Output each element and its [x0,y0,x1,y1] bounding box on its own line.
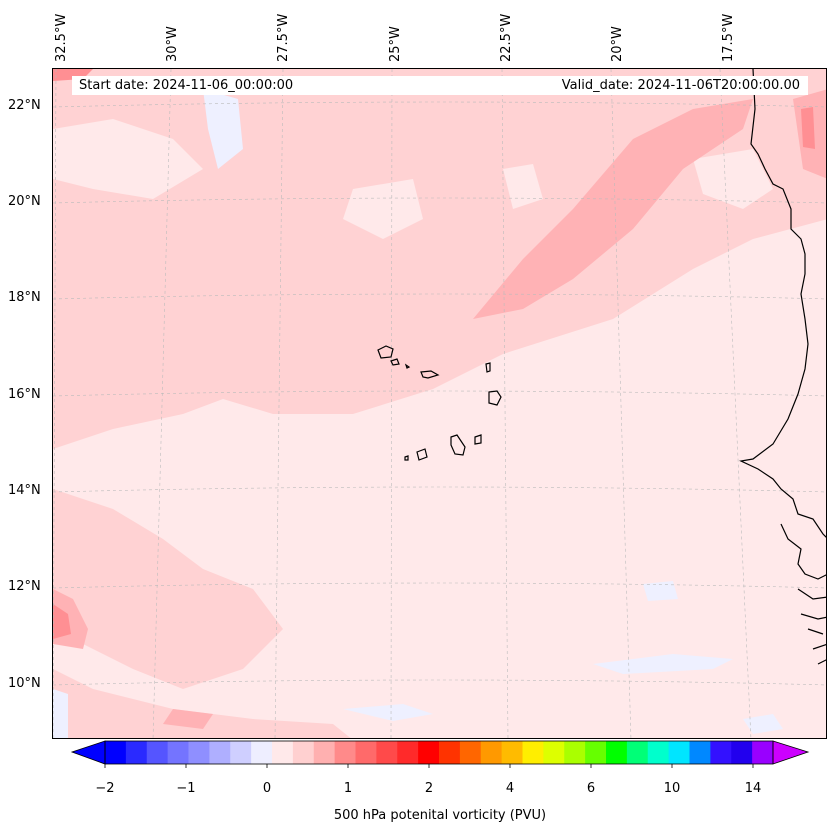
lat-label-22n: 22°N [8,98,41,113]
colorbar-arrow-outline-right [772,740,810,765]
colorbar-cell [251,741,273,764]
colorbar-cell [459,741,482,764]
colorbar-cell [731,741,753,764]
colorbar-under-arrow [72,741,105,764]
colorbar-cell [710,741,732,764]
colorbar-cell [188,741,210,764]
colorbar-tick-label: 14 [744,781,762,796]
cape-verde-islands [377,345,502,461]
colorbar-cell [501,741,524,764]
colorbar-cell [105,741,127,764]
lon-label-17-5w: 17.5°W [721,13,736,62]
lat-label-12n: 12°N [8,579,41,594]
lat-label-20n: 20°N [8,194,41,209]
colorbar [70,740,810,768]
colorbar-tick-label: −2 [95,781,115,796]
colorbar-cell [146,741,169,764]
colorbar-cell [397,741,419,764]
valid-date-label: Valid_date: 2024-11-06T20:00:00.00 [561,78,800,93]
colorbar-tick-label: 10 [663,781,681,796]
colorbar-cell [230,741,252,764]
africa-coastline [739,69,826,538]
colorbar-cell [480,741,503,764]
pv-near-zero-gaps [53,119,773,239]
colorbar-cell [689,741,711,764]
start-date-label: Start date: 2024-11-06_00:00:00 [79,78,294,93]
colorbar-arrow-outline [70,740,106,765]
colorbar-tick-label: 0 [262,781,272,796]
colorbar-cell [543,741,565,764]
colorbar-cell [564,741,586,764]
colorbar-tick-label: 6 [586,781,596,796]
lat-label-14n: 14°N [8,483,41,498]
colorbar-cell [209,741,231,764]
colorbar-cell [272,741,294,764]
pv-negative-areas [53,89,783,738]
colorbar-cell [585,741,607,764]
map-panel[interactable] [52,68,827,739]
colorbar-tick-label: 1 [343,781,353,796]
lat-label-18n: 18°N [8,290,41,305]
colorbar-cell [668,741,691,764]
lat-label-10n: 10°N [8,676,41,691]
colorbar-cell [292,741,315,764]
colorbar-cell [167,741,190,764]
colorbar-cell [626,741,649,764]
colorbar-cell [355,741,377,764]
africa-coast-lower [780,523,826,665]
colorbar-cell [334,741,357,764]
lon-label-30w: 30°W [165,26,180,62]
graticule [53,69,826,738]
lon-label-20w: 20°W [610,26,625,62]
colorbar-cell [606,741,628,764]
colorbar-cell [313,741,336,764]
colorbar-tick-label: 4 [505,781,515,796]
colorbar-cell [522,741,544,764]
colorbar-cell [376,741,398,764]
lon-label-22-5w: 22.5°W [499,13,514,62]
colorbar-over-arrow [773,741,808,764]
run-info-bar: Start date: 2024-11-06_00:00:00 Valid_da… [72,76,808,95]
colorbar-tick-label: 2 [424,781,434,796]
lon-label-27-5w: 27.5°W [276,13,291,62]
colorbar-cell [418,741,440,764]
colorbar-cell [647,741,670,764]
lon-label-32-5w: 32.5°W [54,13,69,62]
colorbar-cell [439,741,461,764]
colorbar-title: 500 hPa potenital vorticity (PVU) [333,808,547,823]
colorbar-cells [105,741,774,764]
colorbar-cell [752,741,774,764]
lon-label-25w: 25°W [388,26,403,62]
colorbar-ticks [104,764,754,768]
colorbar-tick-label: −1 [176,781,196,796]
colorbar-cell [125,741,148,764]
pv-field-map [53,69,826,738]
lat-label-16n: 16°N [8,387,41,402]
